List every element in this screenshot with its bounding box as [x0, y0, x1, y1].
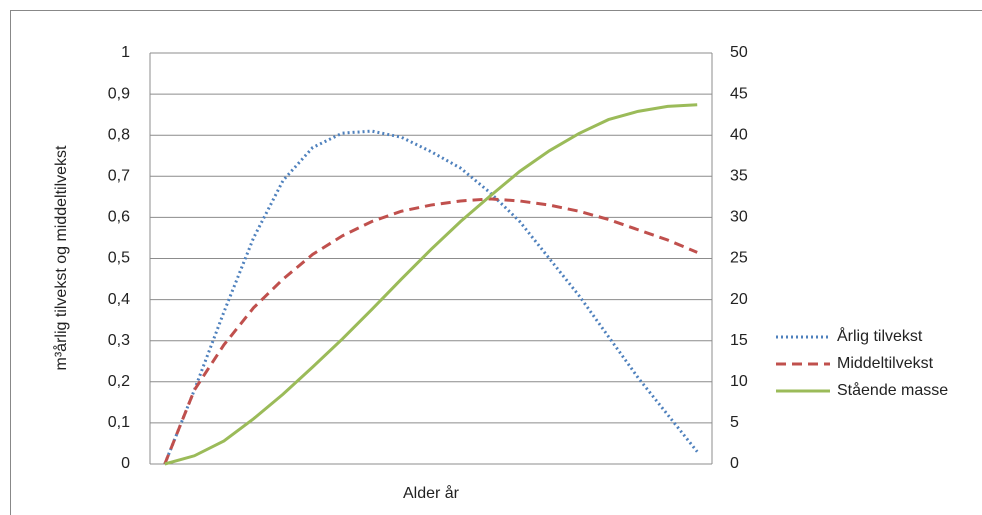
- legend-label: Stående masse: [837, 381, 948, 399]
- y2-tick-label: 50: [730, 44, 748, 61]
- y2-tick-label: 0: [730, 455, 739, 472]
- y-tick-label: 0,2: [108, 373, 130, 390]
- y2-tick-label: 15: [730, 332, 748, 349]
- y2-tick-label: 25: [730, 250, 748, 267]
- y-tick-label: 0,9: [108, 85, 130, 102]
- y2-tick-label: 10: [730, 373, 748, 390]
- legend-label: Middeltilvekst: [837, 355, 934, 372]
- y-axis-label: m³årlig tilvekst og middeltilvekst: [52, 145, 70, 371]
- y-tick-label: 0,4: [108, 291, 130, 308]
- y-tick-label: 0: [121, 455, 130, 472]
- y2-tick-label: 30: [730, 209, 748, 226]
- series-line: [163, 129, 699, 465]
- chart-frame: [10, 10, 982, 515]
- y-tick-label: 1: [121, 44, 130, 61]
- y-tick-label: 0,6: [108, 209, 130, 226]
- y2-tick-label: 35: [730, 168, 748, 185]
- y-tick-label: 0,5: [108, 250, 130, 267]
- y2-tick-label: 45: [730, 85, 748, 102]
- y2-tick-label: 20: [730, 291, 748, 308]
- y-tick-label: 0,8: [108, 126, 130, 143]
- y2-tick-label: 40: [730, 126, 748, 143]
- x-axis-label: Alder år: [403, 484, 460, 502]
- y-tick-label: 0,7: [108, 168, 130, 185]
- y-tick-label: 0,1: [108, 414, 130, 431]
- y2-tick-label: 5: [730, 414, 739, 431]
- y-tick-label: 0,3: [108, 332, 130, 349]
- legend-label: Årlig tilvekst: [837, 326, 923, 345]
- series-line: [163, 197, 698, 465]
- series-line: [164, 103, 698, 466]
